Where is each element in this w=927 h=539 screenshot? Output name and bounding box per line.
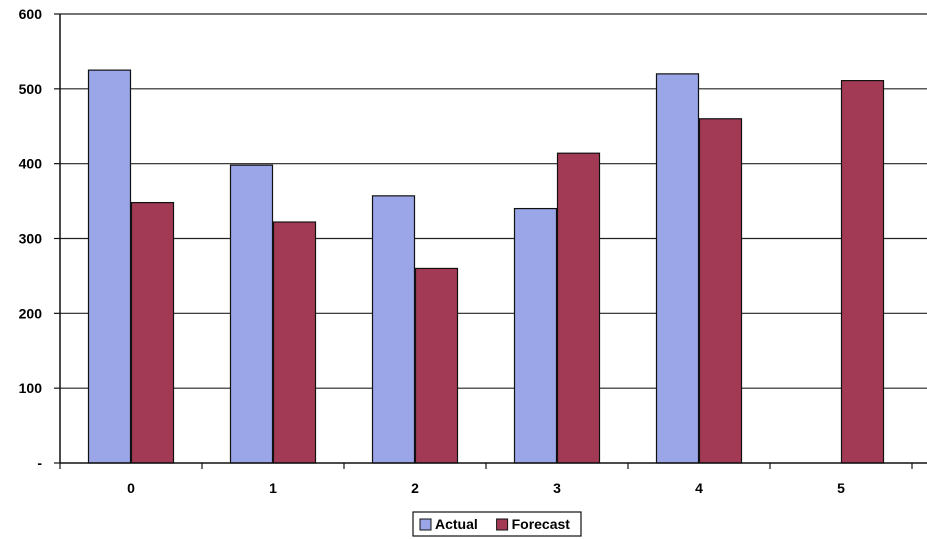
x-tick-label-5: 5 — [837, 480, 845, 496]
y-tick-label-500: 500 — [19, 81, 43, 97]
y-tick-label-200: 200 — [19, 305, 43, 321]
legend-swatch-actual — [420, 519, 431, 530]
x-tick-label-1: 1 — [269, 480, 277, 496]
y-tick-label-400: 400 — [19, 156, 43, 172]
x-tick-label-0: 0 — [127, 480, 135, 496]
y-tick-label-0: - — [37, 455, 42, 471]
y-tick-label-300: 300 — [19, 231, 43, 247]
legend-label-forecast: Forecast — [512, 516, 571, 532]
bar-actual-1 — [231, 165, 273, 463]
bar-forecast-1 — [274, 222, 316, 463]
bar-forecast-4 — [700, 119, 742, 463]
x-tick-label-2: 2 — [411, 480, 419, 496]
bar-actual-0 — [89, 70, 131, 463]
bar-forecast-2 — [416, 268, 458, 463]
legend: Actual Forecast — [413, 512, 581, 536]
legend-label-actual: Actual — [435, 516, 478, 532]
bar-forecast-0 — [132, 203, 174, 463]
bars — [89, 70, 884, 463]
axes — [54, 14, 927, 469]
x-tick-label-3: 3 — [553, 480, 561, 496]
y-tick-label-100: 100 — [19, 380, 43, 396]
bar-actual-4 — [657, 74, 699, 463]
bar-actual-2 — [373, 196, 415, 463]
bar-forecast-3 — [558, 153, 600, 463]
bar-actual-3 — [515, 209, 557, 463]
y-tick-label-600: 600 — [19, 6, 43, 22]
gridlines — [60, 14, 927, 388]
bar-forecast-5 — [842, 81, 884, 463]
legend-swatch-forecast — [497, 519, 508, 530]
x-tick-label-4: 4 — [695, 480, 703, 496]
